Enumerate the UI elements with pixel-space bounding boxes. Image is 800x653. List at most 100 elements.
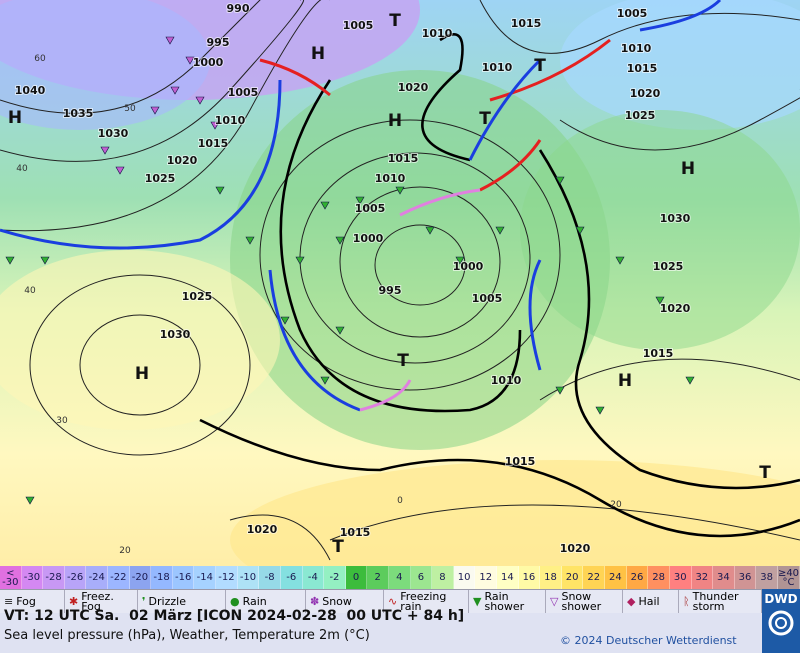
pressure-center: H — [8, 108, 22, 128]
isobar-label: 1010 — [215, 114, 246, 127]
pressure-center: H — [618, 371, 632, 391]
scale-cell: 4 — [388, 566, 411, 589]
scale-cell: -6 — [280, 566, 303, 589]
weather-symbol — [355, 196, 365, 205]
weather-symbol — [280, 316, 290, 325]
weather-symbol — [165, 36, 175, 45]
scale-cell: 20 — [561, 566, 584, 589]
scale-cell: -14 — [194, 566, 217, 589]
scale-cell: -18 — [151, 566, 173, 589]
legend-label: Snow — [322, 594, 352, 608]
legend-label: Rain — [242, 594, 267, 608]
scale-cell: 18 — [540, 566, 562, 589]
isobar-label: 1000 — [353, 232, 384, 245]
legend-item: ◆ Hail — [623, 590, 679, 613]
pressure-center: T — [534, 56, 546, 76]
temperature-label: 30 — [56, 416, 68, 426]
legend-label: Hail — [638, 594, 660, 608]
legend-label: Snow shower — [561, 589, 602, 613]
weather-symbol — [685, 376, 695, 385]
temperature-label: 40 — [16, 164, 28, 174]
weather-symbol — [170, 86, 180, 95]
weather-symbol — [40, 256, 50, 265]
map-labels: 9909951000100510101015102010251030103510… — [8, 1, 771, 557]
temperature-label: 50 — [124, 104, 136, 114]
legend-icon: ✽ — [310, 594, 320, 608]
weather-symbol — [495, 226, 505, 235]
isobar-label: 1020 — [560, 542, 591, 555]
isobar-label: 1020 — [167, 154, 198, 167]
logo-text: DWD — [764, 592, 798, 606]
legend-item: ● Rain — [226, 590, 306, 613]
legend-item: ∿ Freezing rain — [384, 590, 469, 613]
temperature-label: 20 — [119, 546, 131, 556]
scale-cell: 28 — [648, 566, 670, 589]
isobar-label: 1020 — [398, 81, 429, 94]
isobar-label: 1020 — [660, 302, 691, 315]
weather-symbol — [150, 106, 160, 115]
weather-symbol — [320, 376, 330, 385]
main-isobars — [199, 33, 800, 538]
weather-symbol — [295, 256, 305, 265]
scale-cell: -24 — [86, 566, 109, 589]
warm-front — [259, 38, 611, 192]
scale-cell: < -30 — [0, 566, 22, 589]
weather-symbol — [335, 326, 345, 335]
cold-front — [0, 0, 722, 412]
scale-cell: 0 — [345, 566, 368, 589]
weather-symbol — [425, 226, 435, 235]
isobar-label: 1015 — [505, 455, 536, 468]
temperature-label: 20 — [610, 500, 622, 510]
pressure-center: T — [759, 463, 771, 483]
valid-time: VT: 12 UTC Sa. 02 März [ICON 2024-02-28 … — [4, 608, 465, 624]
isobar-label: 1025 — [625, 109, 656, 122]
isobar-label: 1005 — [472, 292, 503, 305]
weather-symbol — [615, 256, 625, 265]
isobar-label: 1010 — [482, 61, 513, 74]
scale-cell: 10 — [453, 566, 476, 589]
isobar-label: 995 — [379, 284, 402, 297]
scale-cell: -16 — [172, 566, 195, 589]
scale-cell: 24 — [605, 566, 627, 589]
pressure-center: T — [397, 351, 409, 371]
isobar-label: 1000 — [193, 56, 224, 69]
pressure-center: H — [135, 364, 149, 384]
weather-symbol — [595, 406, 605, 415]
isobar-label: 1015 — [643, 347, 674, 360]
legend-label: Thunder storm — [692, 589, 739, 613]
scale-cell: 26 — [626, 566, 649, 589]
legend-label: Freez. Fog — [81, 589, 114, 613]
legend-item: ᚱ Thunder storm — [679, 590, 762, 613]
scale-cell: 38 — [756, 566, 778, 589]
cold-area — [560, 0, 800, 130]
scale-cell: -4 — [302, 566, 325, 589]
isobar-label: 1015 — [511, 17, 542, 30]
pressure-center: H — [681, 159, 695, 179]
isobar-label: 1005 — [355, 202, 386, 215]
pressure-center: H — [388, 111, 402, 131]
legend-icon: ▼ — [473, 594, 482, 608]
scale-cell: 8 — [432, 566, 454, 589]
isobar-label: 1030 — [98, 127, 129, 140]
copyright: © 2024 Deutscher Wetterdienst — [560, 634, 737, 647]
scale-cell: -12 — [216, 566, 238, 589]
weather-legend: ≡ Fog ✱ Freez. Fog ❜ Drizzle ● Rain ✽ Snow ∿ Freezi… — [0, 589, 762, 613]
legend-icon: ✱ — [69, 594, 79, 608]
legend-icon: ᚱ — [683, 594, 690, 608]
legend-item: ✽ Snow — [306, 590, 384, 613]
scale-cell: 36 — [734, 566, 757, 589]
weather-symbol — [555, 386, 565, 395]
scale-cell: ≥40 °C — [777, 566, 800, 589]
description: Sea level pressure (hPa), Weather, Tempe… — [4, 628, 370, 643]
isobar-label: 1000 — [453, 260, 484, 273]
weather-symbol — [395, 186, 405, 195]
scale-cell: 6 — [410, 566, 433, 589]
scale-cell: -10 — [237, 566, 260, 589]
weather-symbol — [555, 176, 565, 185]
isobar-label: 1025 — [653, 260, 684, 273]
isobar-label: 1030 — [160, 328, 191, 341]
pressure-center: T — [389, 11, 401, 31]
weather-symbol — [455, 256, 465, 265]
